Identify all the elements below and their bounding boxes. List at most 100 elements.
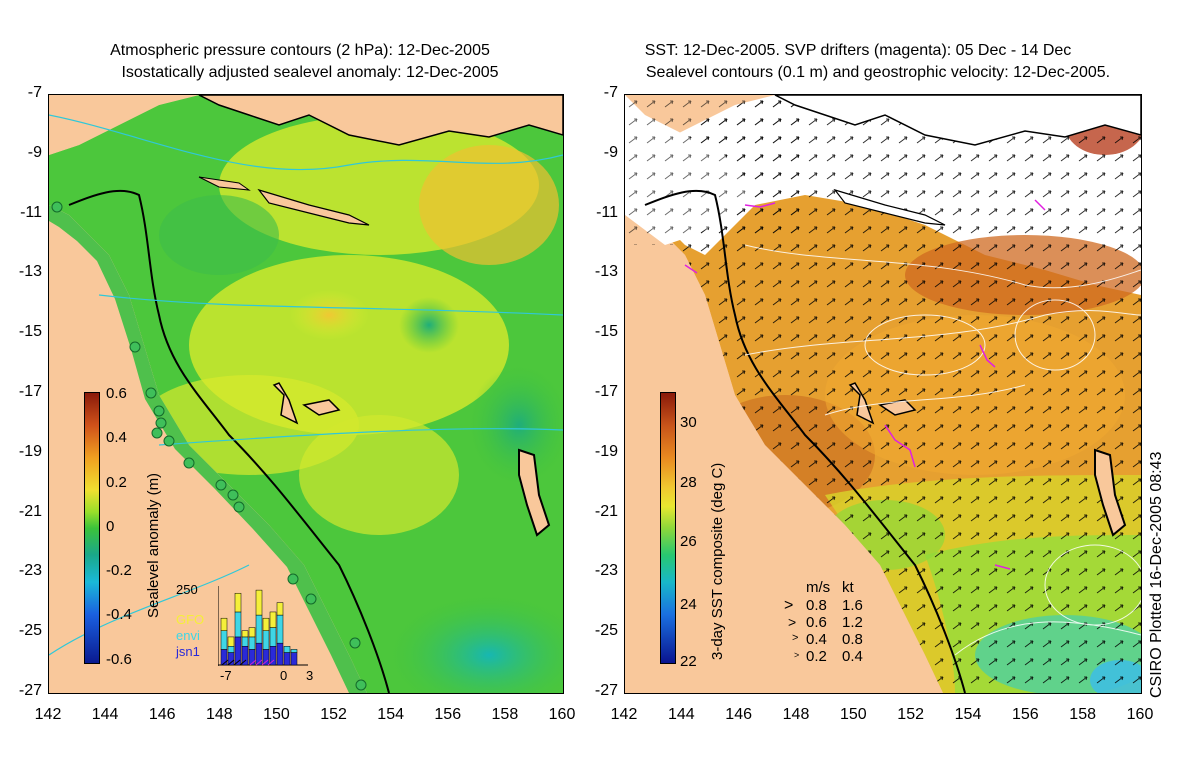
inset-bar-envi <box>262 630 270 650</box>
latitude-tick: -23 <box>594 562 618 580</box>
credit-text: CSIRO Plotted 16-Dec-2005 08:43 <box>1148 451 1165 698</box>
latitude-tick: -11 <box>596 203 618 221</box>
inset-bar-envi <box>283 646 291 653</box>
left-cbar-tick: 0 <box>106 518 115 535</box>
latitude-tick: -25 <box>594 622 618 640</box>
right-title-line1: SST: 12-Dec-2005. SVP drifters (magenta)… <box>644 42 1072 59</box>
inset-bar-envi <box>227 646 235 653</box>
right-colorbar <box>660 392 676 664</box>
inset-xtick: 0 <box>280 668 288 683</box>
inset-bar-gfo <box>262 617 270 631</box>
right-cbar-tick: 30 <box>680 414 697 431</box>
inset-bar-gfo <box>276 602 284 616</box>
latitude-tick: -21 <box>18 502 42 520</box>
inset-bar-jsn1 <box>220 649 228 666</box>
velocity-legend-arrow: > <box>794 650 800 660</box>
velocity-legend-ms: 0.4 <box>806 631 827 648</box>
latitude-tick: -21 <box>594 502 618 520</box>
left-colorbar <box>84 392 100 664</box>
latitude-tick: -9 <box>603 143 618 161</box>
inset-xtick: -7 <box>220 668 232 683</box>
inset-bar-envi <box>290 649 298 653</box>
longitude-tick: 146 <box>148 706 176 723</box>
longitude-tick: 154 <box>377 706 404 723</box>
velocity-legend-kt: 0.8 <box>842 631 863 648</box>
right-cbar-tick: 22 <box>680 653 697 670</box>
inset-bar-envi <box>220 630 228 650</box>
inset-bar-jsn1 <box>248 649 256 666</box>
inset-bar-gfo <box>227 636 235 647</box>
shelf-break-contour <box>68 189 390 693</box>
longitude-tick: 146 <box>725 706 752 723</box>
longitude-tick: 158 <box>1069 706 1096 723</box>
velocity-legend-ms: 0.8 <box>806 597 827 614</box>
latitude-tick: -7 <box>27 84 42 101</box>
velocity-legend-arrow: > <box>788 614 797 630</box>
inset-bar-envi <box>234 611 242 638</box>
inset-bar-gfo <box>269 611 277 628</box>
left-cbar-tick: 0.2 <box>106 474 127 491</box>
inset-bar-jsn1 <box>255 642 263 666</box>
inset-bar-svg <box>218 586 308 666</box>
inset-bar-gfo <box>241 630 249 638</box>
latitude-tick: -23 <box>18 562 42 580</box>
latitude-tick: -27 <box>18 682 42 699</box>
inset-bar-envi <box>255 614 263 644</box>
inset-ymax-label: 250 <box>176 582 198 597</box>
right-cbar-tick: 26 <box>680 533 697 550</box>
velocity-legend-kt: 1.2 <box>842 614 863 631</box>
inset-bar-jsn1 <box>262 649 270 666</box>
longitude-tick: 142 <box>34 706 62 723</box>
inset-bar-gfo <box>248 627 256 638</box>
inset-legend-gfo: GFO <box>176 612 205 627</box>
latitude-tick: -11 <box>20 203 42 221</box>
right-cbar-tick: 24 <box>680 596 697 613</box>
inset-bar-gfo <box>220 617 228 631</box>
inset-bar-envi <box>241 636 249 647</box>
latitude-tick: -7 <box>603 84 618 101</box>
inset-bar-jsn1 <box>283 652 291 666</box>
longitude-tick: 160 <box>548 706 576 723</box>
left-colorbar-label: Sealevel anomaly (m) <box>145 472 162 618</box>
velocity-legend-kt: 1.6 <box>842 597 863 614</box>
inset-legend-jsn1: jsn1 <box>176 644 200 659</box>
longitude-tick: 160 <box>1126 706 1154 723</box>
latitude-tick: -9 <box>27 143 42 161</box>
inset-bar-envi <box>248 636 256 650</box>
inset-bar-jsn1 <box>276 642 284 666</box>
longitude-tick: 152 <box>897 706 924 723</box>
longitude-tick: 148 <box>782 706 810 723</box>
longitude-tick: 154 <box>954 706 982 723</box>
right-map-panel <box>624 94 1142 694</box>
latitude-tick: -13 <box>18 263 42 281</box>
velocity-legend-header-kt: kt <box>842 579 854 596</box>
right-map-svg <box>625 95 1141 693</box>
right-colorbar-label: 3-day SST composite (deg C) <box>709 462 726 660</box>
tide-gauge-markers <box>51 201 367 691</box>
velocity-legend-kt: 0.4 <box>842 648 863 665</box>
velocity-legend-arrow: > <box>792 632 799 644</box>
left-map-panel <box>48 94 564 694</box>
left-cbar-tick: 0.6 <box>106 385 127 402</box>
velocity-legend-ms: 0.2 <box>806 648 827 665</box>
inset-xtick: 3 <box>306 668 314 683</box>
latitude-tick: -25 <box>18 622 42 640</box>
latitude-tick: -19 <box>18 442 42 460</box>
inset-bar-envi <box>276 614 284 644</box>
left-title-line1: Atmospheric pressure contours (2 hPa): 1… <box>110 42 490 59</box>
longitude-tick: 156 <box>1011 706 1039 723</box>
left-cbar-tick: -0.2 <box>106 562 132 579</box>
longitude-tick: 144 <box>667 706 695 723</box>
velocity-legend-header-ms: m/s <box>806 579 831 596</box>
inset-bar-jsn1 <box>234 636 242 666</box>
velocity-legend-arrow: > <box>784 597 794 614</box>
inset-legend-envi: envi <box>176 628 200 643</box>
longitude-tick: 156 <box>434 706 462 723</box>
longitude-tick: 158 <box>491 706 519 723</box>
velocity-legend-ms: 0.6 <box>806 614 827 631</box>
left-title-line2: Isostatically adjusted sealevel anomaly:… <box>121 64 499 81</box>
left-cbar-tick: -0.4 <box>106 606 132 623</box>
latitude-tick: -13 <box>594 263 618 281</box>
longitude-tick: 150 <box>263 706 290 723</box>
latitude-tick: -15 <box>18 323 42 341</box>
